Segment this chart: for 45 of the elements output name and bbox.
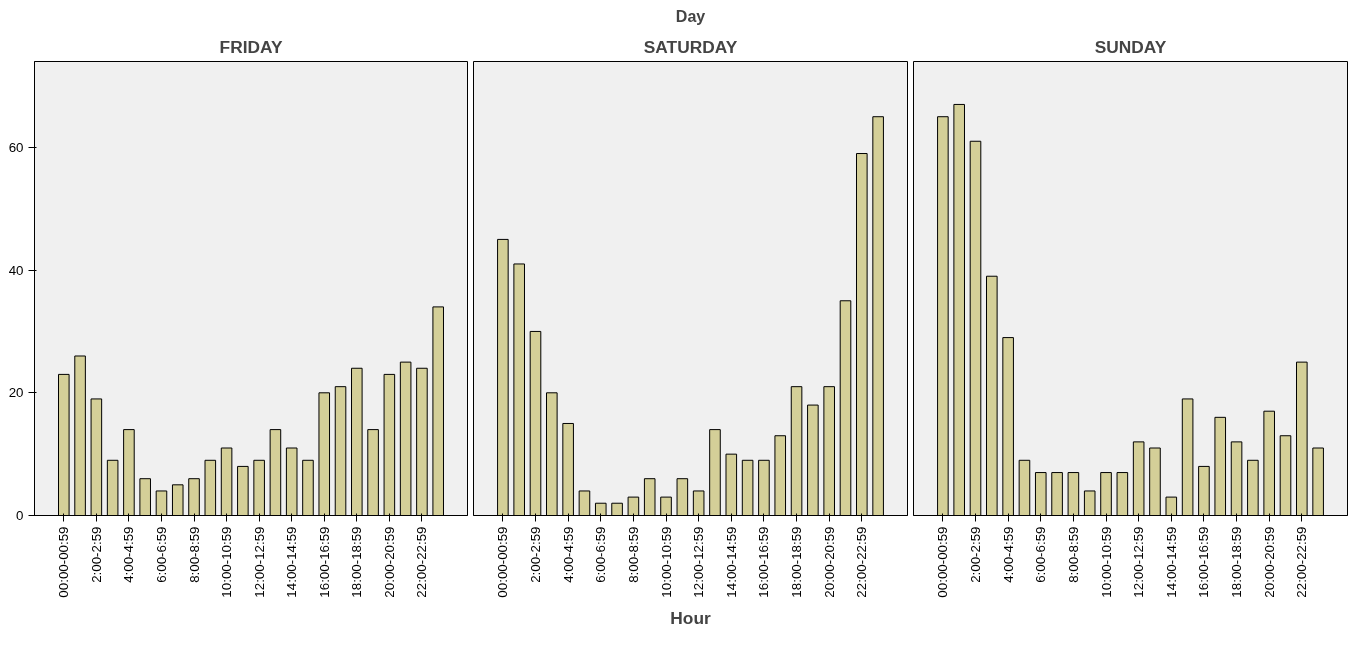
x-tick-label: 6:00-6:59	[1033, 526, 1049, 583]
x-tick-label: 16:00-16:59	[316, 526, 332, 598]
x-tick-label: 2:00-2:59	[528, 526, 543, 583]
x-tick-label: 20:00-20:59	[1261, 526, 1277, 598]
x-tick-label: 12:00-12:59	[1131, 526, 1147, 598]
x-tick-label: 14:00-14:59	[1163, 526, 1179, 598]
x-tick-label: 12:00-12:59	[691, 526, 707, 598]
x-tick-label: 6:00-6:59	[153, 526, 169, 583]
x-axis-title: Hour	[670, 607, 711, 628]
chart-title: SATURDAY	[643, 36, 738, 57]
x-tick-label: 20:00-20:59	[821, 526, 837, 598]
y-tick-label: 20	[8, 385, 24, 401]
x-tick-label: 10:00-10:59	[219, 526, 235, 598]
x-tick-label: 4:00-4:59	[1000, 526, 1016, 583]
x-tick-label: 20:00-20:59	[381, 526, 397, 598]
x-tick-label: 16:00-16:59	[1196, 526, 1212, 598]
chart-subtitle: Day	[675, 7, 706, 25]
x-tick-label: 10:00-10:59	[658, 526, 674, 598]
chart-title: SUNDAY	[1094, 36, 1167, 57]
x-tick-label: 16:00-16:59	[756, 526, 772, 598]
x-tick-label: 14:00-14:59	[284, 526, 300, 598]
x-tick-label: 18:00-18:59	[1229, 526, 1245, 598]
y-tick-label: 0	[16, 508, 24, 523]
x-tick-label: 2:00-2:59	[968, 526, 983, 583]
x-tick-label: 12:00-12:59	[251, 526, 267, 598]
x-tick-label: 00:00-00:59	[56, 526, 72, 598]
x-tick-label: 00:00-00:59	[495, 526, 511, 598]
x-tick-label: 22:00-22:59	[414, 526, 430, 598]
y-tick-label: 60	[8, 139, 24, 155]
x-tick-label: 14:00-14:59	[723, 526, 739, 598]
x-tick-label: 22:00-22:59	[854, 526, 870, 598]
x-tick-label: 8:00-8:59	[1065, 526, 1081, 583]
chart-title: FRIDAY	[219, 36, 283, 57]
x-tick-label: 22:00-22:59	[1294, 526, 1310, 598]
x-tick-label: 8:00-8:59	[625, 526, 641, 583]
x-tick-label: 2:00-2:59	[88, 526, 104, 583]
x-tick-label: 8:00-8:59	[186, 526, 202, 583]
x-tick-label: 00:00-00:59	[935, 526, 951, 598]
x-tick-label: 18:00-18:59	[789, 526, 805, 598]
x-tick-label: 4:00-4:59	[560, 526, 576, 583]
x-tick-label: 10:00-10:59	[1098, 526, 1114, 598]
x-tick-label: 18:00-18:59	[349, 526, 365, 598]
x-tick-label: 4:00-4:59	[121, 526, 137, 583]
x-tick-label: 6:00-6:59	[593, 526, 609, 583]
y-tick-label: 40	[8, 262, 24, 278]
